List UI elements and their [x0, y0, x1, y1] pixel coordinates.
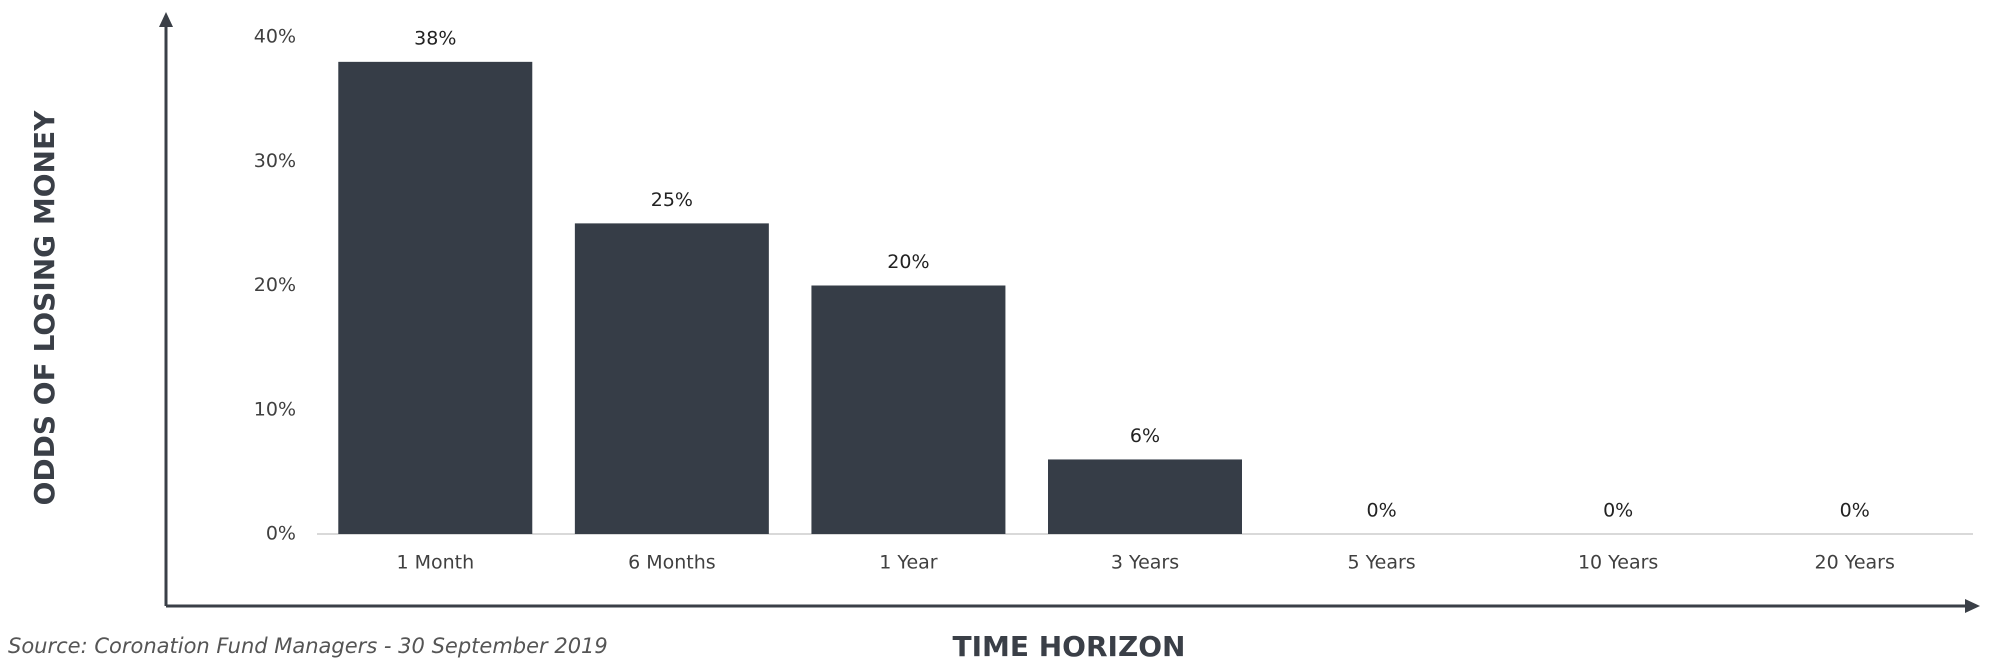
source-note: Source: Coronation Fund Managers - 30 Se… — [8, 634, 608, 658]
bar — [574, 223, 769, 534]
value-label: 0% — [1603, 500, 1633, 522]
value-label: 38% — [414, 27, 456, 49]
y-tick-label: 10% — [254, 398, 296, 420]
x-tick-label: 6 Months — [628, 552, 716, 574]
bar — [338, 61, 533, 534]
x-axis-title: TIME HORIZON — [952, 630, 1185, 663]
y-tick-label: 20% — [254, 274, 296, 296]
x-tick-label: 10 Years — [1578, 552, 1658, 574]
x-tick-label: 1 Month — [396, 552, 474, 574]
x-axis-arrow — [1965, 599, 1980, 613]
x-tick-label: 5 Years — [1347, 552, 1415, 574]
value-label: 0% — [1366, 500, 1396, 522]
y-axis-arrow — [159, 12, 173, 27]
value-label: 0% — [1840, 500, 1870, 522]
y-tick-label: 0% — [266, 523, 296, 545]
y-tick-label: 40% — [254, 26, 296, 48]
value-label: 20% — [887, 251, 929, 273]
x-tick-label: 1 Year — [879, 552, 938, 574]
bar — [811, 285, 1006, 534]
x-tick-label: 3 Years — [1111, 552, 1179, 574]
value-label: 6% — [1130, 425, 1160, 447]
bar — [1048, 459, 1242, 534]
value-label: 25% — [651, 189, 693, 211]
y-axis-title: ODDS OF LOSING MONEY — [28, 110, 61, 506]
y-tick-label: 30% — [254, 150, 296, 172]
x-tick-label: 20 Years — [1815, 552, 1895, 574]
